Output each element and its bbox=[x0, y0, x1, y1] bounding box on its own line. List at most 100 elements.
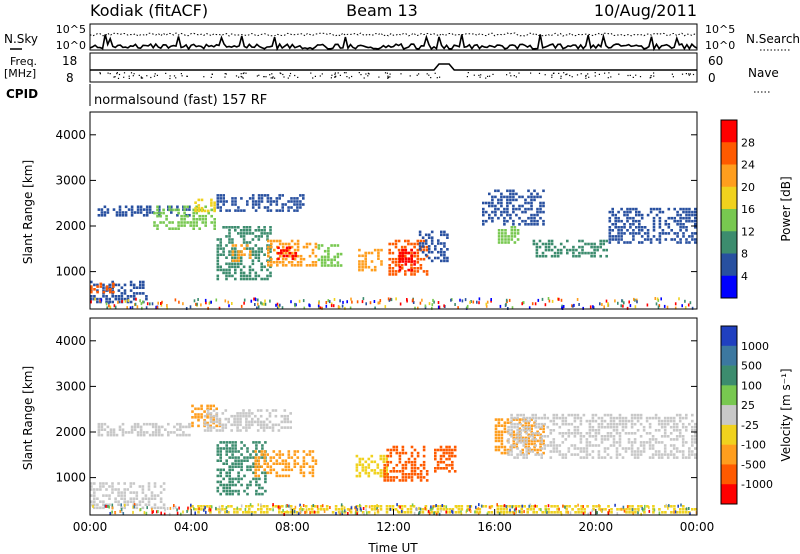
echo-cell bbox=[280, 426, 284, 429]
echo-cell bbox=[263, 253, 266, 256]
echo-cell bbox=[139, 205, 143, 209]
echo-cell bbox=[521, 424, 524, 427]
x-tick-label: 12:00 bbox=[376, 520, 411, 534]
echo-cell bbox=[206, 412, 210, 415]
noise-cell bbox=[513, 508, 516, 512]
echo-cell bbox=[559, 242, 563, 246]
noise-cell bbox=[157, 510, 159, 513]
noise-cell bbox=[227, 300, 230, 304]
echo-cell bbox=[512, 198, 515, 202]
echo-cell bbox=[681, 450, 685, 453]
nave-dot bbox=[238, 76, 240, 78]
noise-cell bbox=[572, 304, 574, 308]
echo-cell bbox=[451, 454, 454, 458]
echo-cell bbox=[388, 257, 391, 261]
echo-cell bbox=[614, 213, 617, 217]
echo-cell bbox=[419, 239, 423, 243]
noise-cell bbox=[294, 302, 296, 306]
echo-cell bbox=[685, 241, 688, 244]
echo-cell bbox=[519, 453, 522, 456]
noise-cell bbox=[658, 511, 661, 515]
echo-cell bbox=[108, 503, 111, 506]
echo-cell bbox=[141, 506, 145, 510]
echo-cell bbox=[652, 226, 656, 229]
noise-cell bbox=[261, 302, 263, 306]
echo-cell bbox=[254, 244, 258, 247]
echo-cell bbox=[124, 431, 128, 434]
echo-cell bbox=[231, 256, 234, 259]
echo-cell bbox=[296, 462, 300, 465]
echo-cell bbox=[691, 238, 694, 241]
echo-cell bbox=[547, 242, 551, 246]
echo-cell bbox=[308, 465, 312, 468]
echo-cell bbox=[430, 250, 434, 254]
echo-cell bbox=[248, 229, 252, 232]
echo-cell bbox=[636, 456, 640, 459]
echo-cell bbox=[153, 503, 157, 506]
echo-cell bbox=[112, 290, 115, 294]
echo-cell bbox=[204, 214, 207, 218]
echo-cell bbox=[519, 422, 522, 426]
echo-cell bbox=[255, 492, 258, 496]
echo-cell bbox=[364, 265, 367, 269]
echo-cell bbox=[398, 454, 402, 458]
echo-cell bbox=[222, 194, 225, 197]
echo-cell bbox=[606, 422, 610, 426]
echo-cell bbox=[521, 451, 524, 455]
echo-cell bbox=[403, 505, 407, 508]
echo-cell bbox=[590, 254, 593, 258]
echo-cell bbox=[561, 422, 565, 426]
echo-cell bbox=[234, 441, 237, 444]
echo-cell bbox=[142, 214, 146, 217]
echo-cell bbox=[436, 508, 440, 511]
echo-cell bbox=[254, 250, 258, 253]
echo-cell bbox=[638, 232, 641, 235]
echo-cell bbox=[228, 447, 231, 450]
echo-cell bbox=[597, 429, 601, 432]
echo-cell bbox=[228, 253, 231, 256]
echo-cell bbox=[404, 263, 408, 266]
echo-cell bbox=[227, 420, 230, 424]
echo-cell bbox=[145, 205, 149, 209]
echo-cell bbox=[522, 413, 525, 417]
echo-cell bbox=[602, 239, 605, 243]
echo-cell bbox=[427, 250, 431, 254]
echo-cell bbox=[228, 483, 231, 487]
echo-cell bbox=[254, 456, 257, 459]
echo-cell bbox=[433, 505, 437, 508]
echo-cell bbox=[262, 426, 266, 429]
echo-cell bbox=[266, 235, 269, 238]
echo-cell bbox=[293, 209, 296, 212]
cpid-text: normalsound (fast) 157 RF bbox=[94, 93, 267, 108]
echo-cell bbox=[491, 219, 494, 223]
echo-cell bbox=[222, 203, 225, 206]
echo-cell bbox=[173, 425, 176, 429]
echo-cell bbox=[401, 467, 405, 470]
echo-cell bbox=[200, 416, 203, 419]
echo-cell bbox=[519, 432, 522, 435]
echo-cell bbox=[210, 208, 213, 212]
echo-cell bbox=[519, 450, 522, 453]
noise-cell bbox=[424, 304, 427, 308]
echo-cell bbox=[90, 295, 93, 298]
echo-cell bbox=[413, 467, 417, 470]
noise-cell bbox=[623, 509, 626, 513]
echo-cell bbox=[518, 223, 521, 226]
echo-cell bbox=[316, 508, 320, 511]
nave-dot bbox=[173, 75, 176, 77]
echo-cell bbox=[167, 422, 170, 426]
echo-cell bbox=[198, 214, 201, 218]
echo-cell bbox=[373, 248, 377, 252]
echo-cell bbox=[269, 232, 272, 235]
echo-cell bbox=[532, 505, 535, 508]
nave-dot bbox=[186, 75, 188, 77]
echo-cell bbox=[536, 192, 539, 196]
echo-cell bbox=[410, 260, 413, 263]
echo-cell bbox=[267, 264, 270, 267]
echo-cell bbox=[530, 201, 533, 205]
echo-cell bbox=[609, 422, 613, 426]
noise-cell bbox=[204, 506, 206, 510]
echo-cell bbox=[528, 447, 531, 450]
echo-cell bbox=[427, 236, 431, 239]
echo-cell bbox=[209, 412, 213, 415]
